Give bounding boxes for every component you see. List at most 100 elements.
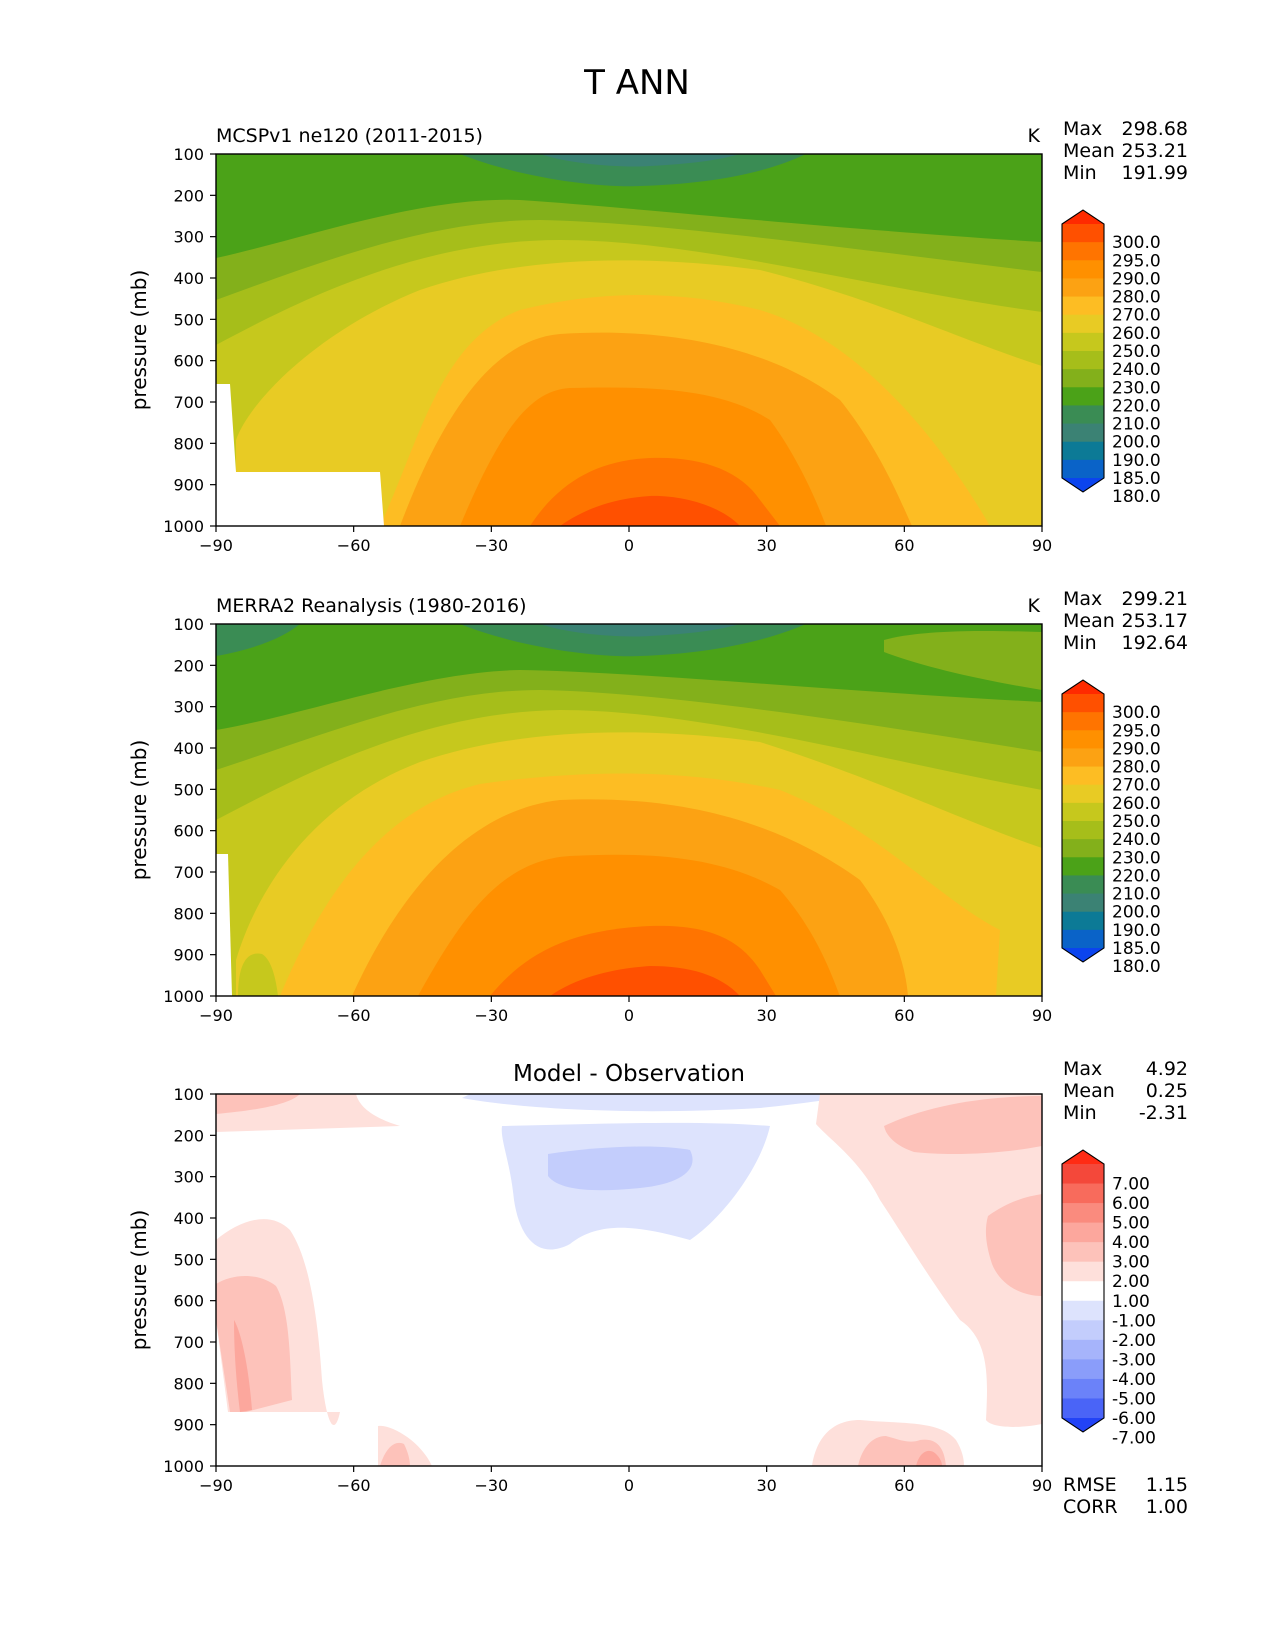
stat-value: 253.17 <box>1122 610 1188 632</box>
colorbar-label: 295.0 <box>1112 721 1161 741</box>
y-tick-label: 300 <box>173 1168 204 1187</box>
colorbar-swatch <box>1062 1339 1104 1360</box>
colorbar-swatch <box>1062 929 1104 949</box>
colorbar-label: 250.0 <box>1112 342 1161 362</box>
colorbar-outline <box>1061 1149 1105 1433</box>
colorbar-label: 300.0 <box>1112 703 1161 723</box>
stats-block-difference: Max 4.92 Mean 0.25 Min -2.31 <box>1063 1058 1188 1124</box>
colorbar-swatch <box>1062 1398 1104 1419</box>
y-tick-label: 200 <box>173 186 204 205</box>
colorbar-label: 300.0 <box>1112 233 1161 253</box>
y-axis-label-model: pressure (mb) <box>127 270 151 411</box>
y-tick-label: 200 <box>173 656 204 675</box>
y-tick-label: 700 <box>173 1333 204 1352</box>
colorbar-label: -5.00 <box>1112 1389 1156 1409</box>
y-tick-label: 500 <box>173 310 204 329</box>
y-axis-label-difference: pressure (mb) <box>127 1210 151 1351</box>
y-tick-label: 100 <box>173 1085 204 1104</box>
units-label-model: K <box>1028 125 1041 147</box>
colorbar-swatch <box>1062 441 1104 461</box>
colorbar-swatch <box>1062 278 1104 298</box>
colorbar-label: 290.0 <box>1112 269 1161 289</box>
metric-label: CORR <box>1063 1496 1118 1518</box>
colorbar-swatch <box>1062 224 1104 243</box>
metrics-block-difference: RMSE 1.15 CORR 1.00 <box>1063 1474 1188 1518</box>
colorbar-swatch <box>1062 296 1104 316</box>
y-ticks-model: 100 200 300 400 500 600 700 800 900 1000 <box>163 145 216 536</box>
y-tick-label: 900 <box>173 476 204 495</box>
y-tick-label: 600 <box>173 352 204 371</box>
y-tick-label: 800 <box>173 904 204 923</box>
stat-value: 191.99 <box>1122 162 1188 184</box>
y-tick-label: 200 <box>173 1126 204 1145</box>
colorbar-swatch <box>1062 766 1104 786</box>
colorbar-label: 230.0 <box>1112 848 1161 868</box>
colorbar-label: 290.0 <box>1112 739 1161 759</box>
y-tick-label: 700 <box>173 863 204 882</box>
colorbar-swatch <box>1062 1378 1104 1399</box>
stat-value: 192.64 <box>1122 632 1188 654</box>
colorbar-label: 190.0 <box>1112 451 1161 471</box>
colorbar-swatch <box>1062 893 1104 913</box>
colorbar-swatch <box>1062 1261 1104 1282</box>
colorbar-swatch <box>1062 242 1104 261</box>
metric-value: 1.15 <box>1146 1474 1188 1496</box>
contour-field-model <box>216 154 1042 526</box>
colorbar-swatch <box>1062 911 1104 931</box>
colorbar-extend-max <box>1062 210 1104 224</box>
colorbar-outline <box>1061 209 1105 493</box>
contour-field-observation <box>216 624 1042 996</box>
colorbar-label: 240.0 <box>1112 830 1161 850</box>
stat-label: Mean <box>1063 610 1115 632</box>
colorbar-label: 180.0 <box>1112 957 1161 977</box>
y-tick-label: 800 <box>173 1374 204 1393</box>
stat-label: Max <box>1063 588 1102 610</box>
stat-value: 0.25 <box>1146 1080 1188 1102</box>
colorbar-label: 270.0 <box>1112 306 1161 326</box>
x-tick-label: 60 <box>894 1476 914 1495</box>
colorbar-label: 180.0 <box>1112 487 1161 507</box>
stat-label: Max <box>1063 1058 1102 1080</box>
x-tick-label: 90 <box>1032 1476 1052 1495</box>
contour-field-difference <box>216 1094 1042 1466</box>
panel-title-model: MCSPv1 ne120 (2011-2015) <box>216 125 483 147</box>
colorbar-swatch <box>1062 1203 1104 1224</box>
colorbar-swatch <box>1062 423 1104 443</box>
x-tick-label: −60 <box>337 1006 371 1025</box>
colorbar-label: 4.00 <box>1112 1233 1150 1253</box>
colorbar-label: 220.0 <box>1112 396 1161 416</box>
colorbar-label: 2.00 <box>1112 1272 1150 1292</box>
colorbar-outline <box>1061 679 1105 963</box>
x-tick-label: −90 <box>199 1006 233 1025</box>
y-tick-label: 800 <box>173 434 204 453</box>
x-tick-label: 60 <box>894 1006 914 1025</box>
y-tick-label: 600 <box>173 1292 204 1311</box>
colorbar-label: -3.00 <box>1112 1350 1156 1370</box>
colorbar-label: 270.0 <box>1112 776 1161 796</box>
y-tick-label: 300 <box>173 228 204 247</box>
colorbar-label: -4.00 <box>1112 1370 1156 1390</box>
colorbar-swatch <box>1062 1242 1104 1263</box>
x-tick-label: 30 <box>756 1006 776 1025</box>
colorbar-swatch <box>1062 748 1104 768</box>
colorbar-label: -2.00 <box>1112 1331 1156 1351</box>
figure-title: T ANN <box>583 63 690 103</box>
colorbar-swatch <box>1062 332 1104 352</box>
colorbar-label: 230.0 <box>1112 378 1161 398</box>
colorbar-swatch <box>1062 857 1104 876</box>
colorbar-swatch <box>1062 730 1104 749</box>
colorbar-label: 210.0 <box>1112 885 1161 905</box>
colorbar-label: -1.00 <box>1112 1311 1156 1331</box>
stat-value: 298.68 <box>1122 118 1188 140</box>
y-tick-label: 300 <box>173 698 204 717</box>
stat-value: -2.31 <box>1139 1102 1188 1124</box>
y-tick-label: 1000 <box>163 987 204 1006</box>
x-ticks-difference: −90 −60 −30 0 30 60 90 <box>199 1466 1052 1495</box>
colorbar-label: 6.00 <box>1112 1194 1150 1214</box>
y-tick-label: 900 <box>173 1416 204 1435</box>
colorbar-label: 185.0 <box>1112 939 1161 959</box>
units-label-observation: K <box>1028 595 1041 617</box>
